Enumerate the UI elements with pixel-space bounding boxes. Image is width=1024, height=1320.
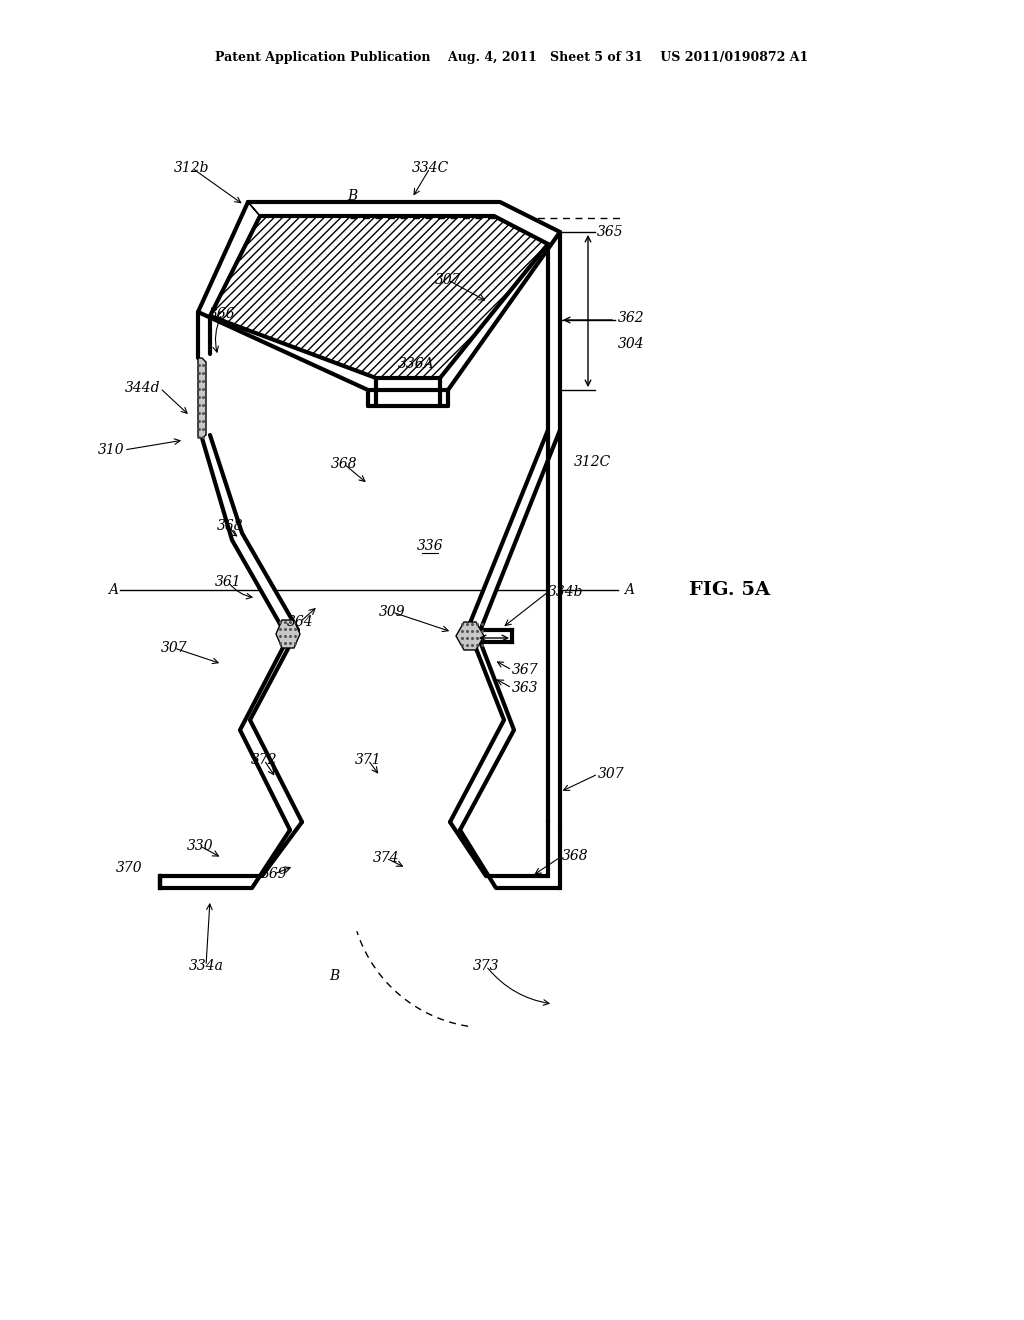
- Polygon shape: [202, 436, 298, 638]
- Text: 370: 370: [116, 861, 142, 875]
- Text: Patent Application Publication    Aug. 4, 2011   Sheet 5 of 31    US 2011/019087: Patent Application Publication Aug. 4, 2…: [215, 51, 809, 65]
- Text: 369: 369: [261, 867, 288, 880]
- Text: 336A: 336A: [397, 356, 434, 371]
- Text: 307: 307: [161, 642, 187, 655]
- Text: 373: 373: [473, 960, 500, 973]
- Text: B: B: [329, 969, 339, 983]
- Polygon shape: [210, 216, 548, 378]
- Polygon shape: [548, 822, 560, 888]
- Polygon shape: [276, 620, 300, 648]
- Polygon shape: [548, 232, 560, 430]
- Text: 368: 368: [331, 457, 357, 471]
- Polygon shape: [456, 622, 484, 649]
- Text: 330: 330: [186, 840, 213, 853]
- Text: 309: 309: [379, 605, 406, 619]
- Text: 366: 366: [209, 308, 236, 321]
- Text: 312b: 312b: [174, 161, 210, 176]
- Polygon shape: [198, 358, 206, 438]
- Text: 307: 307: [598, 767, 625, 781]
- Text: 304: 304: [618, 337, 645, 351]
- Text: 368: 368: [217, 519, 244, 533]
- Text: 368: 368: [562, 849, 589, 863]
- Text: 344d: 344d: [125, 381, 160, 395]
- Text: 361: 361: [215, 576, 242, 589]
- Text: 363: 363: [512, 681, 539, 696]
- Text: 374: 374: [373, 851, 399, 865]
- Polygon shape: [240, 630, 302, 830]
- Text: 334b: 334b: [548, 585, 584, 599]
- Text: 364: 364: [287, 615, 313, 630]
- Polygon shape: [198, 202, 560, 389]
- Text: 336: 336: [417, 539, 443, 553]
- Polygon shape: [160, 822, 302, 888]
- Text: A: A: [108, 583, 118, 597]
- Text: 365: 365: [597, 224, 624, 239]
- Polygon shape: [450, 628, 514, 830]
- Text: 307: 307: [434, 273, 462, 286]
- Text: 334a: 334a: [188, 960, 223, 973]
- Text: 367: 367: [512, 663, 539, 677]
- Text: 372: 372: [251, 752, 278, 767]
- Text: 362: 362: [618, 312, 645, 325]
- Text: 371: 371: [354, 752, 381, 767]
- Text: FIG. 5A: FIG. 5A: [689, 581, 771, 599]
- Polygon shape: [198, 312, 210, 358]
- Text: B: B: [347, 189, 357, 203]
- Text: 334C: 334C: [412, 161, 449, 176]
- Text: 312C: 312C: [574, 455, 611, 469]
- Text: 310: 310: [97, 444, 124, 457]
- Polygon shape: [548, 430, 560, 830]
- Polygon shape: [450, 822, 560, 888]
- Polygon shape: [468, 430, 560, 636]
- Text: A: A: [624, 583, 634, 597]
